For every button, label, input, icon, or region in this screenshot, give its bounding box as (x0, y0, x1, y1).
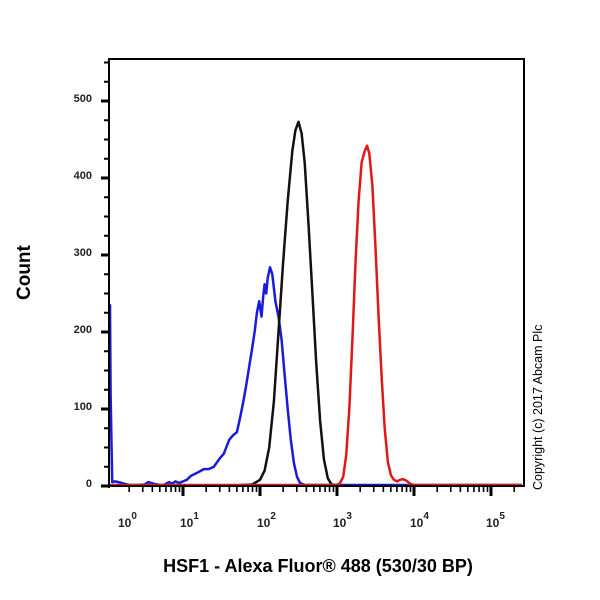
series-red-line (110, 144, 522, 487)
x-tick-label: 102 (257, 511, 276, 530)
copyright-annotation: Copyright (c) 2017 Abcam Plc (531, 324, 545, 490)
y-tick-label: 0 (85, 478, 92, 490)
y-axis-ticks (101, 61, 109, 488)
x-axis-ticks (128, 486, 515, 496)
plot-frame (108, 58, 525, 487)
y-tick-label: 500 (73, 93, 92, 105)
y-tick-label: 200 (73, 324, 92, 336)
x-tick-label: 105 (486, 511, 505, 530)
series-lines (108, 120, 522, 487)
y-tick-label: 400 (73, 170, 92, 182)
x-axis-label: HSF1 - Alexa Fluor® 488 (530/30 BP) (163, 556, 473, 576)
y-tick-label: 100 (73, 401, 92, 413)
x-tick-label: 104 (410, 511, 429, 530)
x-tick-label: 103 (333, 511, 352, 530)
y-axis-label: Count (14, 245, 35, 300)
y-tick-label: 300 (73, 247, 92, 259)
series-black-line (240, 120, 338, 487)
x-tick-label: 100 (118, 511, 137, 530)
x-tick-label: 101 (180, 511, 199, 530)
